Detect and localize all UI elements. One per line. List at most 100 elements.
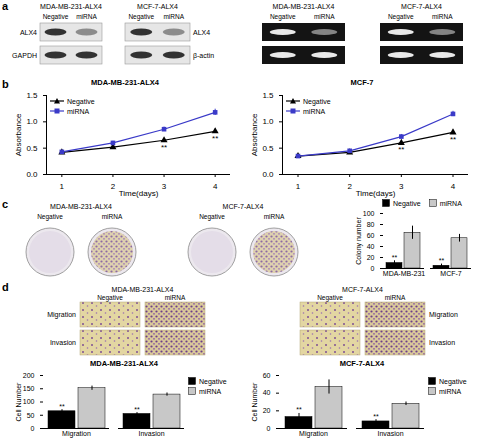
html-text:miRNA: miRNA xyxy=(303,107,326,115)
svg-text:Negative: Negative xyxy=(388,13,414,21)
svg-text:miRNA: miRNA xyxy=(314,13,335,20)
svg-text:Negative: Negative xyxy=(97,294,123,302)
svg-text:3: 3 xyxy=(399,182,404,191)
svg-text:20: 20 xyxy=(367,254,375,261)
svg-text:miRNA: miRNA xyxy=(264,213,285,220)
svg-text:Negative: Negative xyxy=(43,13,69,21)
svg-text:Time(days): Time(days) xyxy=(119,189,159,198)
svg-text:Negative: Negative xyxy=(317,294,343,302)
svg-text:a: a xyxy=(2,0,9,12)
svg-text:0.0: 0.0 xyxy=(26,170,38,179)
svg-text:**: ** xyxy=(134,406,140,413)
svg-text:**: ** xyxy=(212,134,218,143)
svg-text:60: 60 xyxy=(367,232,375,239)
svg-text:**: ** xyxy=(439,257,445,264)
svg-text:Migration: Migration xyxy=(429,311,458,319)
svg-text:Time(days): Time(days) xyxy=(356,189,396,198)
svg-text:150: 150 xyxy=(23,385,35,392)
svg-text:miRNA: miRNA xyxy=(163,13,184,20)
html-text:MDA-MB-231-ALX4: MDA-MB-231-ALX4 xyxy=(90,359,158,368)
svg-text:60: 60 xyxy=(263,372,271,379)
svg-text:GAPDH: GAPDH xyxy=(12,52,37,59)
svg-text:2: 2 xyxy=(347,182,352,191)
html-text:MCF-7: MCF-7 xyxy=(350,78,374,87)
svg-text:0: 0 xyxy=(267,425,271,432)
svg-text:0: 0 xyxy=(31,425,35,432)
html-text:MCF-7-ALX4: MCF-7-ALX4 xyxy=(339,359,385,368)
svg-text:c: c xyxy=(2,198,8,210)
html-text:miRNA: miRNA xyxy=(67,107,90,115)
svg-text:1.0: 1.0 xyxy=(26,117,38,126)
html-text:miRNA: miRNA xyxy=(439,199,462,207)
svg-text:MCF-7-ALX4: MCF-7-ALX4 xyxy=(137,3,178,10)
html-text:Negative: Negative xyxy=(303,97,331,105)
svg-text:4: 4 xyxy=(451,182,456,191)
svg-text:0.5: 0.5 xyxy=(26,144,38,153)
svg-text:Colony number: Colony number xyxy=(355,217,363,265)
svg-text:d: d xyxy=(2,281,9,293)
svg-text:miRNA: miRNA xyxy=(165,294,186,301)
svg-text:200: 200 xyxy=(23,372,35,379)
svg-text:miRNA: miRNA xyxy=(432,13,453,20)
svg-text:ALX4: ALX4 xyxy=(20,29,37,36)
svg-text:2: 2 xyxy=(111,182,116,191)
svg-text:0.5: 0.5 xyxy=(262,144,274,153)
html-text:Negative: Negative xyxy=(67,97,95,105)
svg-text:MCF-7: MCF-7 xyxy=(440,270,461,277)
svg-text:1: 1 xyxy=(60,182,65,191)
svg-text:**: ** xyxy=(392,254,398,261)
svg-text:**: ** xyxy=(161,143,167,152)
svg-text:MCF-7-ALX4: MCF-7-ALX4 xyxy=(342,286,383,293)
svg-text:Negative: Negative xyxy=(37,213,63,221)
svg-text:MCF-7-ALX4: MCF-7-ALX4 xyxy=(401,3,442,10)
svg-text:β-actin: β-actin xyxy=(193,52,214,60)
svg-text:Negative: Negative xyxy=(128,13,154,21)
svg-text:40: 40 xyxy=(367,243,375,250)
svg-text:1.5: 1.5 xyxy=(262,91,274,100)
svg-text:**: ** xyxy=(296,406,302,413)
svg-text:1.5: 1.5 xyxy=(26,91,38,100)
svg-text:Cell Number: Cell Number xyxy=(15,382,22,422)
svg-text:miRNA: miRNA xyxy=(76,13,97,20)
html-text:Negative: Negative xyxy=(393,199,421,207)
svg-text:Migration: Migration xyxy=(47,311,76,319)
svg-text:40: 40 xyxy=(263,389,271,396)
svg-text:Absorbance: Absorbance xyxy=(250,113,259,156)
svg-text:**: ** xyxy=(59,403,65,410)
svg-text:**: ** xyxy=(450,135,456,144)
svg-text:miRNA: miRNA xyxy=(102,213,123,220)
svg-text:20: 20 xyxy=(263,407,271,414)
svg-text:MCF-7-ALX4: MCF-7-ALX4 xyxy=(223,203,264,210)
svg-text:Invasion: Invasion xyxy=(50,339,76,346)
svg-text:Invasion: Invasion xyxy=(377,430,403,437)
svg-text:Invasion: Invasion xyxy=(138,430,164,437)
svg-text:80: 80 xyxy=(367,221,375,228)
svg-text:1.0: 1.0 xyxy=(262,117,274,126)
svg-text:0.0: 0.0 xyxy=(262,170,274,179)
svg-text:100: 100 xyxy=(363,210,375,217)
svg-text:Absorbance: Absorbance xyxy=(14,113,23,156)
svg-text:Negative: Negative xyxy=(270,13,296,21)
svg-text:0: 0 xyxy=(371,265,375,272)
svg-text:Migration: Migration xyxy=(62,430,91,438)
svg-text:Invasion: Invasion xyxy=(429,339,455,346)
html-text:MDA-MB-231-ALX4: MDA-MB-231-ALX4 xyxy=(91,78,159,87)
svg-text:100: 100 xyxy=(23,398,35,405)
svg-text:50: 50 xyxy=(27,411,35,418)
svg-text:4: 4 xyxy=(213,182,218,191)
svg-text:**: ** xyxy=(398,145,404,154)
svg-text:Migration: Migration xyxy=(299,430,328,438)
svg-text:3: 3 xyxy=(162,182,167,191)
svg-text:Negative: Negative xyxy=(199,213,225,221)
svg-text:**: ** xyxy=(373,413,379,420)
svg-text:MDA-MB-231-ALX4: MDA-MB-231-ALX4 xyxy=(40,3,102,10)
svg-text:MDA-MB-231-ALX4: MDA-MB-231-ALX4 xyxy=(273,3,335,10)
svg-text:ALX4: ALX4 xyxy=(193,29,210,36)
svg-text:MDA-MB-231-ALX4: MDA-MB-231-ALX4 xyxy=(50,203,112,210)
svg-text:MDA-MB-231-ALX4: MDA-MB-231-ALX4 xyxy=(112,286,174,293)
svg-text:1: 1 xyxy=(296,182,301,191)
svg-text:b: b xyxy=(2,78,9,90)
svg-text:miRNA: miRNA xyxy=(385,294,406,301)
svg-text:Cell Number: Cell Number xyxy=(251,382,258,422)
svg-text:MDA-MB-231: MDA-MB-231 xyxy=(383,270,426,277)
